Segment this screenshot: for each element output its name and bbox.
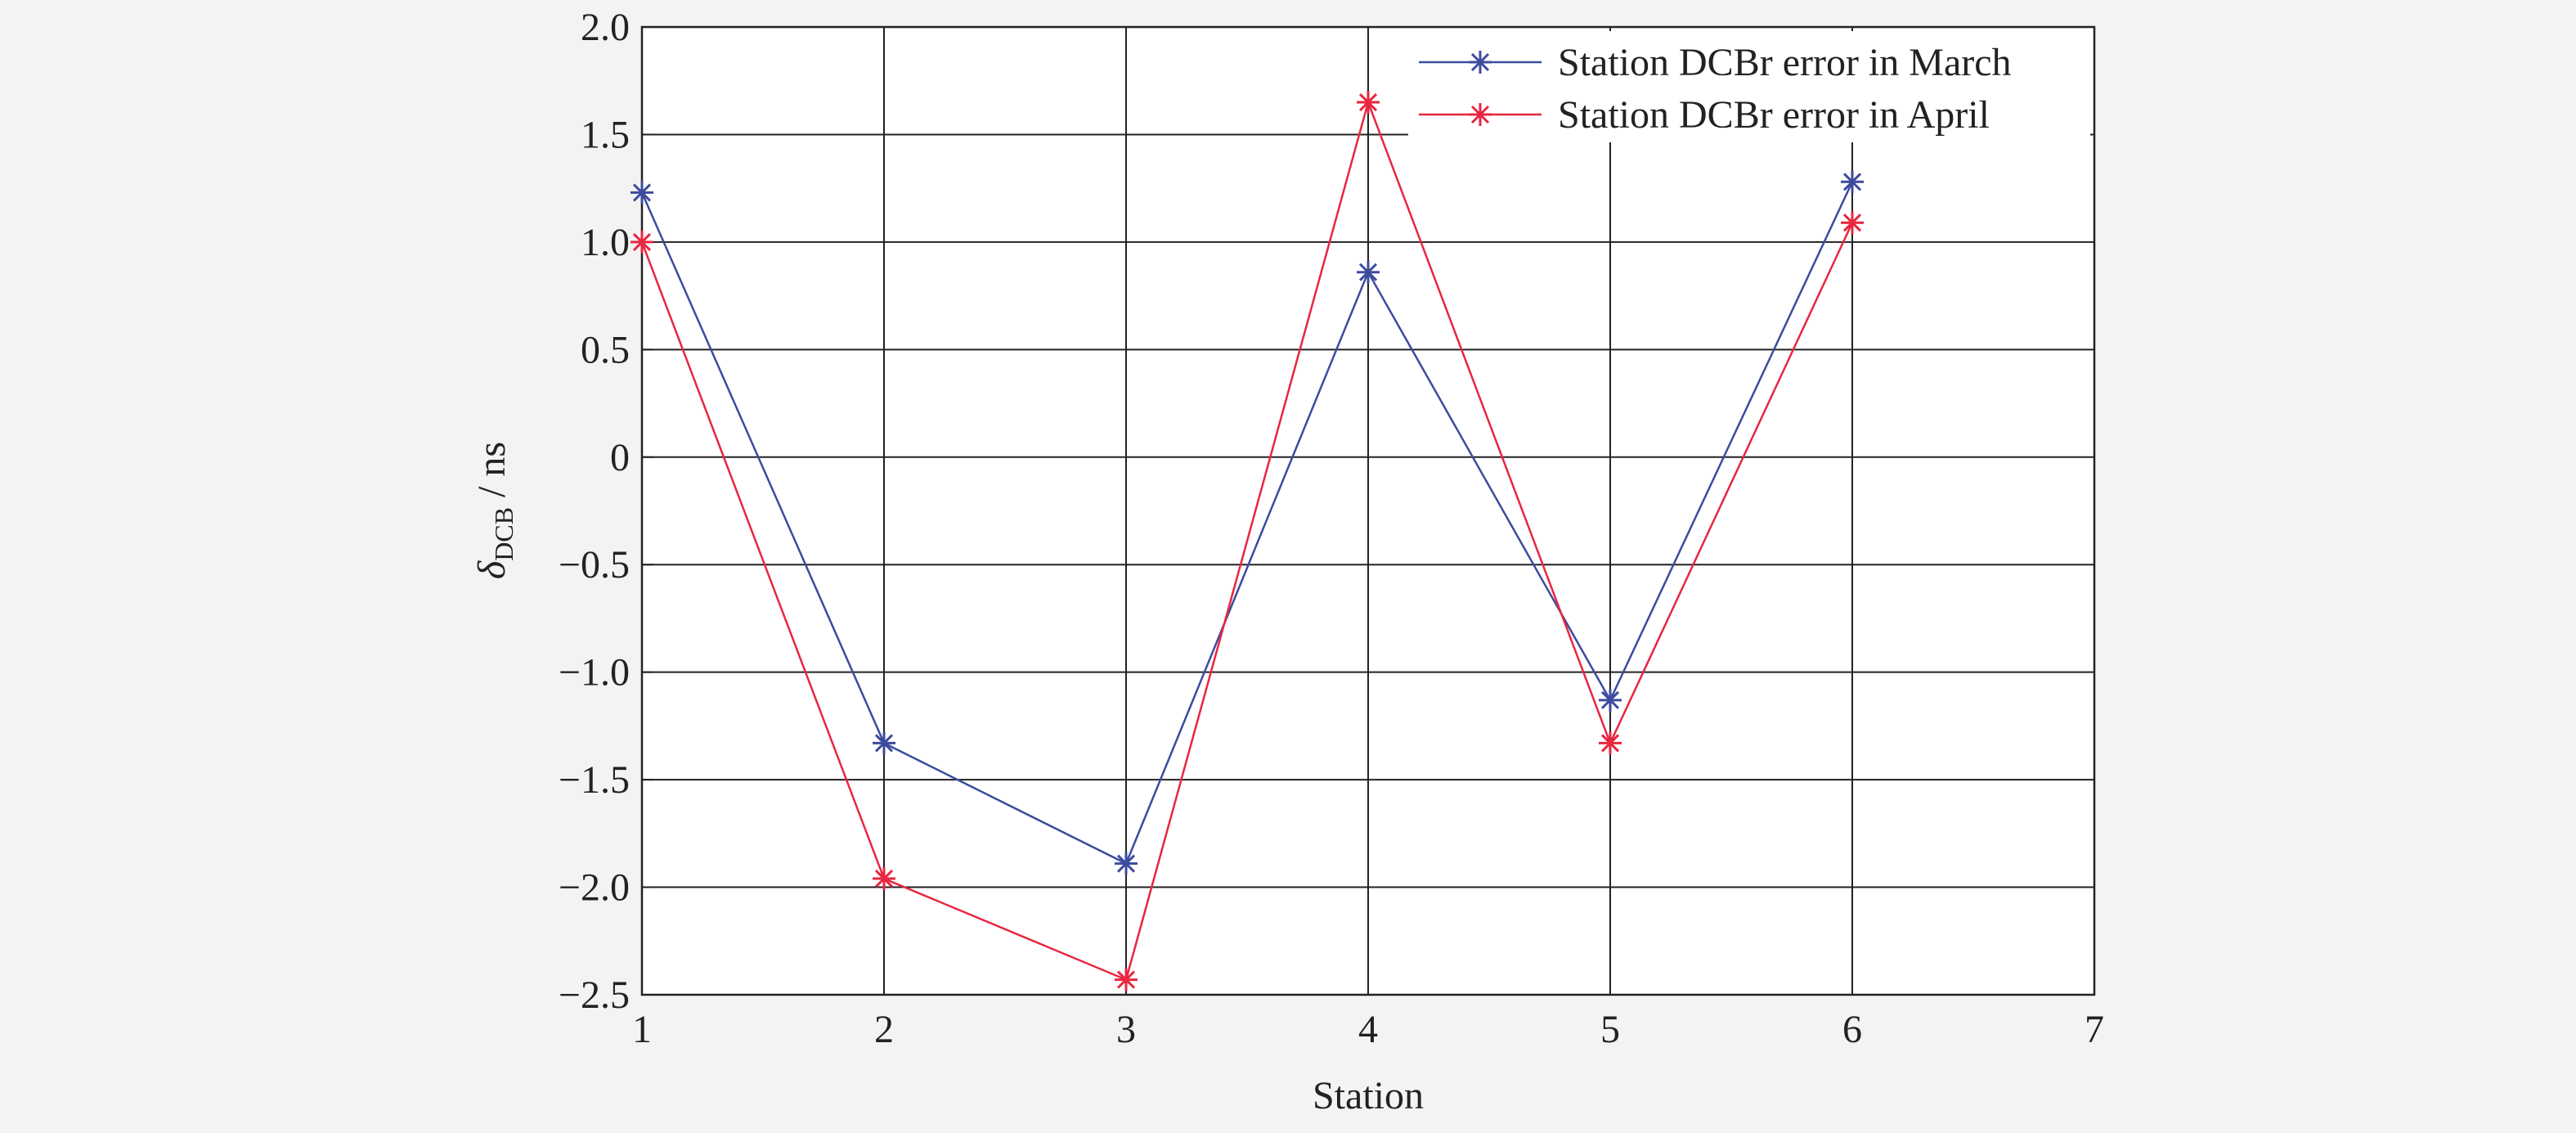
x-tick-label: 6 [1842,1008,1862,1051]
y-tick-label: −2.5 [559,973,630,1017]
x-tick-label: 4 [1358,1008,1378,1051]
x-tick-label: 2 [874,1008,894,1051]
y-tick-label: 0 [610,436,630,479]
legend-marker-icon [1469,103,1492,126]
y-axis-label-symbol: δ [470,560,514,579]
x-axis-label: Station [1313,1074,1424,1117]
series-group [631,91,1864,991]
y-axis-ticks: 2.0 1.5 1.0 0.5 0 −0.5 −1.0 −1.5 −2.0 −2.5 [559,6,653,1017]
data-point-april [873,867,895,891]
y-axis-label-unit: / ns [470,442,514,507]
data-point-march [873,731,895,755]
y-tick-label: 1.0 [581,221,630,264]
data-point-march [1115,852,1138,875]
data-point-april [1115,968,1138,991]
data-point-march [1357,260,1380,284]
legend-box [1408,31,2090,142]
x-tick-label: 5 [1600,1008,1620,1051]
data-point-april [1357,91,1380,115]
data-point-april [1841,211,1864,235]
legend-label-april: Station DCBr error in April [1558,93,1990,137]
legend: Station DCBr error in March Station DCBr… [1408,31,2090,142]
legend-marker-icon [1469,51,1492,74]
y-axis-label: δDCB / ns [470,442,518,579]
y-tick-label: −0.5 [559,543,630,587]
data-point-april [631,230,653,254]
y-tick-label: 2.0 [581,6,630,49]
data-point-march [631,181,653,205]
y-axis-label-subscript: DCB [489,507,518,561]
data-point-march [1841,170,1864,194]
y-tick-label: −2.0 [559,866,630,910]
y-tick-label: 1.5 [581,113,630,156]
svg-text:δDCB / ns: δDCB / ns [470,442,518,579]
data-point-april [1599,731,1622,755]
x-tick-label: 7 [2085,1008,2104,1051]
legend-marker-april [1469,103,1492,126]
data-point-march [1599,688,1622,712]
x-tick-label: 3 [1116,1008,1136,1051]
y-tick-label: −1.0 [559,651,630,695]
legend-marker-march [1469,51,1492,74]
y-tick-label: 0.5 [581,328,630,371]
series-line-march [640,181,1854,865]
legend-label-march: Station DCBr error in March [1558,41,2012,84]
y-tick-label: −1.5 [559,758,630,802]
x-tick-label: 1 [632,1008,652,1051]
x-axis-ticks: 1 2 3 4 5 6 7 [632,983,2104,1051]
series-line-april [640,98,1854,982]
